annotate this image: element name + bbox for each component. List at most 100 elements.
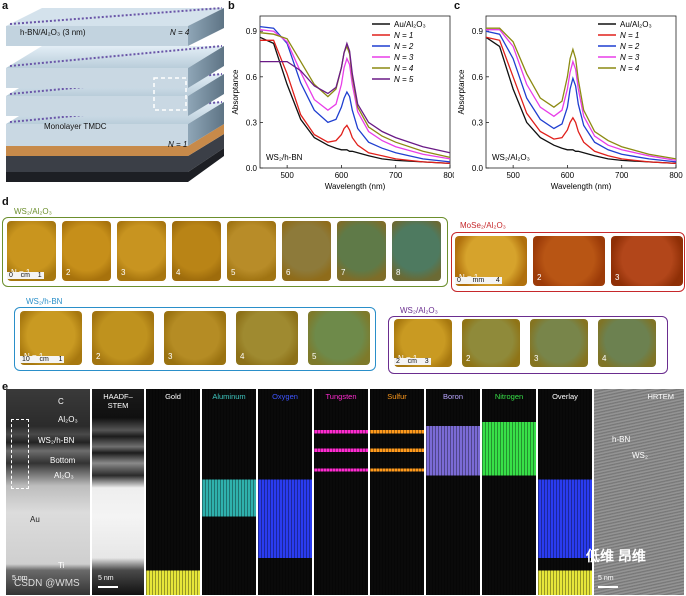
tem-layer-ti: Ti: [58, 561, 65, 570]
hrtem-ws2-label: WS₂: [632, 451, 648, 460]
ruler-scale: 0 cm 1: [7, 272, 44, 279]
sample-photo: 3: [530, 319, 588, 367]
legend-label: N = 4: [620, 64, 640, 73]
y-axis-label: Absorptance: [231, 69, 240, 114]
x-tick-label: 800: [443, 171, 454, 180]
sample-photo: 7: [337, 221, 386, 281]
slab-n3: [6, 45, 224, 88]
schematic-bottom-label: Monolayer TMDC: [44, 122, 107, 131]
tem-layer-c: C: [58, 397, 64, 406]
series-line-4: [259, 32, 451, 159]
tem-haadf: HAADF– STEM 5 nm: [92, 389, 144, 595]
haadf-scale: 5 nm: [98, 575, 114, 582]
hrtem-title: HRTEM: [647, 392, 674, 401]
plot-frame: [259, 15, 451, 169]
legend-label: N = 4: [394, 64, 414, 73]
plot-frame: [485, 15, 677, 169]
schematic-bottom-n: N = 1: [168, 140, 188, 149]
legend-label: N = 2: [620, 42, 640, 51]
sample-photo-label: 4: [240, 352, 245, 361]
legend-label: Au/Al₂O₃: [620, 20, 652, 29]
sample-photo-label: 2: [466, 354, 471, 363]
sample-photo-label: 2: [96, 352, 101, 361]
chart-annotation: WS₂/Al₂O₃: [492, 153, 530, 162]
sample-photo: 3: [117, 221, 166, 281]
sample-photo: 8: [392, 221, 441, 281]
sample-photo-label: 3: [168, 352, 173, 361]
legend-label: N = 2: [394, 42, 414, 51]
photo-group-mose2-title: MoSe₂/Al₂O₃: [460, 221, 506, 230]
panel-label-d: d: [2, 196, 9, 208]
heterostructure-schematic: [6, 7, 224, 182]
sample-photo: 2: [462, 319, 520, 367]
tem-layer-au: Au: [30, 515, 40, 524]
photo-group-ws2-al2o3: [2, 217, 448, 287]
series-line-3: [259, 29, 451, 160]
eds-map-title: Tungsten: [325, 392, 357, 401]
legend-label: N = 5: [394, 75, 414, 84]
tem-scale-left: 5 nm: [12, 575, 28, 582]
tem-layer-al2o3-bottom: Al₂O₃: [54, 471, 74, 480]
absorptance-chart-ws2-hbn: 500 600 700 800 0.0 0.3 0.6 0.9 Wavelength (nm) A…: [231, 15, 454, 191]
legend-label: Au/Al₂O₃: [394, 20, 426, 29]
sample-photo-label: 3: [121, 268, 126, 277]
tem-layer-ws2hbn: WS₂/h-BN: [38, 436, 75, 445]
sample-photo: 4: [598, 319, 656, 367]
legend-label: N = 3: [620, 53, 640, 62]
ruler-scale: 0 mm 4: [455, 277, 502, 284]
sample-photo-label: 8: [396, 268, 401, 277]
x-axis-label: Wavelength (nm): [551, 182, 612, 191]
sample-photo-label: 2: [66, 268, 71, 277]
eds-map-tungsten: Tungsten: [314, 389, 368, 595]
sample-photo-label: 5: [312, 352, 317, 361]
hrtem-scale-bar: [598, 586, 618, 588]
y-tick-label: 0.6: [472, 73, 484, 82]
series-line-1: [485, 36, 677, 165]
sample-photo: 3: [611, 236, 683, 286]
eds-map-sulfur: Sulfur: [370, 389, 424, 595]
sample-photo: 5: [227, 221, 276, 281]
tem-layer-al2o3-top: Al₂O₃: [58, 415, 78, 424]
hrtem-scale: 5 nm: [598, 575, 614, 582]
eds-map-boron: Boron: [426, 389, 480, 595]
eds-map-title: Nitrogen: [494, 392, 524, 401]
eds-map-title: Overlay: [552, 392, 578, 401]
sample-photo-label: 5: [231, 268, 236, 277]
y-tick-label: 0.0: [246, 164, 258, 173]
y-axis-label: Absorptance: [457, 69, 466, 114]
eds-map-nitrogen: Nitrogen: [482, 389, 536, 595]
x-tick-label: 500: [506, 171, 520, 180]
hrtem-image: HRTEM h-BN WS₂ 5 nm: [594, 389, 684, 595]
sample-photo: 4: [236, 311, 298, 365]
eds-map-overlay: Overlay: [538, 389, 592, 595]
panel-label-c: c: [454, 0, 461, 12]
series-line-2: [485, 30, 677, 163]
sample-photo-label: 2: [537, 273, 542, 282]
eds-map-title: Sulfur: [387, 392, 407, 401]
eds-map-title: Aluminum: [212, 392, 246, 401]
haadf-title: HAADF– STEM: [103, 392, 133, 410]
watermark-left: CSDN @WMS: [14, 578, 80, 589]
haadf-scale-bar: [98, 586, 118, 588]
ruler-scale: 2 cm 3: [394, 358, 431, 365]
panel-label-a: a: [2, 0, 9, 12]
legend-label: N = 1: [620, 31, 639, 40]
y-tick-label: 0.6: [246, 73, 258, 82]
sample-photo: 2: [92, 311, 154, 365]
x-tick-label: 600: [335, 171, 349, 180]
series-line-3: [486, 29, 677, 162]
x-tick-label: 500: [280, 171, 294, 180]
sample-photo: 5: [308, 311, 370, 365]
photo-group-ws2-hbn-title: WS₂/h-BN: [26, 297, 63, 306]
series-line-2: [259, 25, 451, 163]
photo-group-ws2-hbn: [14, 307, 376, 371]
y-tick-label: 0.3: [472, 118, 484, 127]
schematic-top-label: h-BN/Al₂O₃ (3 nm): [20, 28, 86, 37]
eds-map-title: Oxygen: [272, 392, 298, 401]
sample-photo: 6: [282, 221, 331, 281]
sample-photo-label: 6: [286, 268, 291, 277]
panel-label-e: e: [2, 381, 9, 393]
photo-group-mose2: [451, 232, 685, 292]
legend-label: N = 3: [394, 53, 414, 62]
sample-photo-label: 3: [615, 273, 620, 282]
